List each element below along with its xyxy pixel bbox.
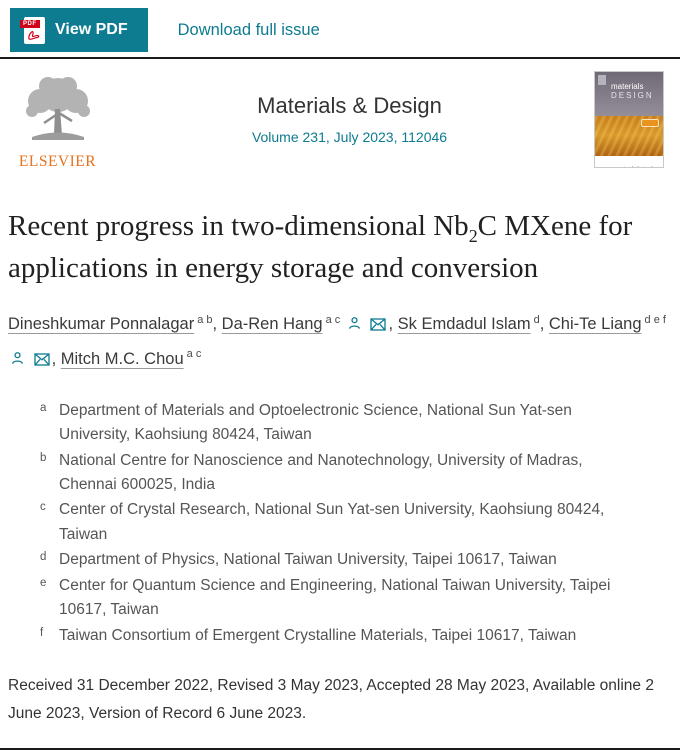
author-link[interactable]: Chi-Te Liang bbox=[548, 315, 642, 334]
author-affil-sup: d e f bbox=[644, 313, 666, 326]
affiliation-row: a Department of Materials and Optoelectr… bbox=[40, 399, 640, 448]
affiliation-text: Center of Crystal Research, National Sun… bbox=[59, 501, 605, 543]
author-link[interactable]: Da-Ren Hang bbox=[221, 315, 323, 334]
affiliation-marker: f bbox=[40, 626, 44, 639]
author-1: Da-Ren Hang a c , bbox=[221, 313, 398, 334]
issue-info-link[interactable]: Volume 231, July 2023, 112046 bbox=[251, 129, 448, 145]
author-list: Dineshkumar Ponnalagar a b, Da-Ren Hang a … bbox=[8, 307, 672, 376]
view-pdf-label: View PDF bbox=[55, 21, 128, 38]
email-icon[interactable] bbox=[370, 318, 387, 331]
cover-header: materials DESIGN bbox=[595, 72, 663, 116]
author-affil-sup: a c bbox=[186, 348, 202, 361]
affiliation-marker: d bbox=[40, 551, 47, 564]
view-pdf-button[interactable]: PDF View PDF bbox=[10, 8, 148, 52]
author-3: Chi-Te Liang d e f , bbox=[8, 313, 666, 368]
affiliation-marker: e bbox=[40, 576, 47, 589]
article-title: Recent progress in two-dimensional Nb2C … bbox=[8, 207, 650, 287]
affiliation-list: a Department of Materials and Optoelectr… bbox=[40, 399, 640, 649]
cover-title-line1: materials bbox=[611, 82, 644, 91]
top-divider bbox=[0, 57, 680, 59]
article-title-post: C MXene for applications in energy stora… bbox=[8, 210, 633, 284]
author-separator: , bbox=[51, 349, 61, 368]
journal-header: ELSEVIER Materials & Design Volume 231, … bbox=[0, 59, 680, 171]
download-full-issue-link[interactable]: Download full issue bbox=[177, 20, 320, 39]
cover-badge bbox=[641, 119, 659, 127]
affiliation-row: e Center for Quantum Science and Enginee… bbox=[40, 574, 640, 623]
top-action-bar: PDF View PDF Download full issue bbox=[0, 0, 680, 57]
affiliation-text: Center for Quantum Science and Engineeri… bbox=[59, 576, 611, 619]
author-link[interactable]: Dineshkumar Ponnalagar bbox=[8, 315, 195, 334]
email-icon[interactable] bbox=[33, 353, 50, 366]
person-icon[interactable] bbox=[10, 350, 25, 366]
author-2: Sk Emdadul Islam d, bbox=[397, 313, 549, 334]
affiliation-row: f Taiwan Consortium of Emergent Crystall… bbox=[40, 624, 640, 648]
affiliation-row: b National Centre for Nanoscience and Na… bbox=[40, 449, 640, 498]
bottom-divider bbox=[0, 748, 680, 750]
affiliation-text: Taiwan Consortium of Emergent Crystallin… bbox=[59, 626, 577, 644]
cover-footer: materialstoday bbox=[595, 156, 663, 167]
affiliation-marker: a bbox=[40, 401, 47, 414]
article-title-pre: Recent progress in two-dimensional Nb bbox=[8, 210, 469, 242]
article-title-subscript: 2 bbox=[468, 225, 478, 246]
affiliation-text: Department of Materials and Optoelectron… bbox=[59, 401, 572, 444]
author-separator: , bbox=[388, 315, 398, 334]
elsevier-tree-icon bbox=[25, 77, 90, 140]
affiliation-row: c Center of Crystal Research, National S… bbox=[40, 498, 640, 547]
author-link[interactable]: Mitch M.C. Chou bbox=[60, 349, 184, 368]
affiliation-marker: b bbox=[40, 451, 47, 464]
cover-mini-logo bbox=[598, 75, 606, 85]
author-4: Mitch M.C. Chou a c bbox=[60, 348, 202, 368]
affiliation-text: National Centre for Nanoscience and Nano… bbox=[59, 451, 583, 493]
affiliation-marker: c bbox=[40, 501, 46, 514]
author-affil-sup: d bbox=[533, 313, 540, 326]
author-0: Dineshkumar Ponnalagar a b, bbox=[8, 313, 222, 334]
pdf-swirl-glyph bbox=[28, 30, 40, 40]
cover-title-line2: DESIGN bbox=[611, 91, 654, 100]
affiliation-row: d Department of Physics, National Taiwan… bbox=[40, 548, 640, 572]
author-affil-sup: a b bbox=[197, 313, 213, 326]
author-affil-sup: a c bbox=[325, 313, 341, 326]
article-dates: Received 31 December 2022, Revised 3 May… bbox=[8, 677, 654, 723]
author-separator: , bbox=[212, 315, 222, 334]
person-icon[interactable] bbox=[347, 315, 362, 331]
elsevier-wordmark: ELSEVIER bbox=[18, 153, 97, 170]
author-link[interactable]: Sk Emdadul Islam bbox=[397, 315, 531, 334]
author-separator: , bbox=[539, 315, 549, 334]
pdf-band-label: PDF bbox=[20, 19, 40, 28]
elsevier-logo: ELSEVIER bbox=[10, 71, 105, 171]
journal-title-block: Materials & Design Volume 231, July 2023… bbox=[105, 71, 594, 147]
affiliation-text: Department of Physics, National Taiwan U… bbox=[59, 551, 557, 569]
pdf-file-icon: PDF bbox=[20, 16, 45, 44]
cover-footer-brand: materialstoday bbox=[614, 166, 660, 167]
journal-name: Materials & Design bbox=[257, 93, 442, 118]
journal-cover-thumbnail[interactable]: materials DESIGN materialstoday bbox=[594, 71, 664, 168]
